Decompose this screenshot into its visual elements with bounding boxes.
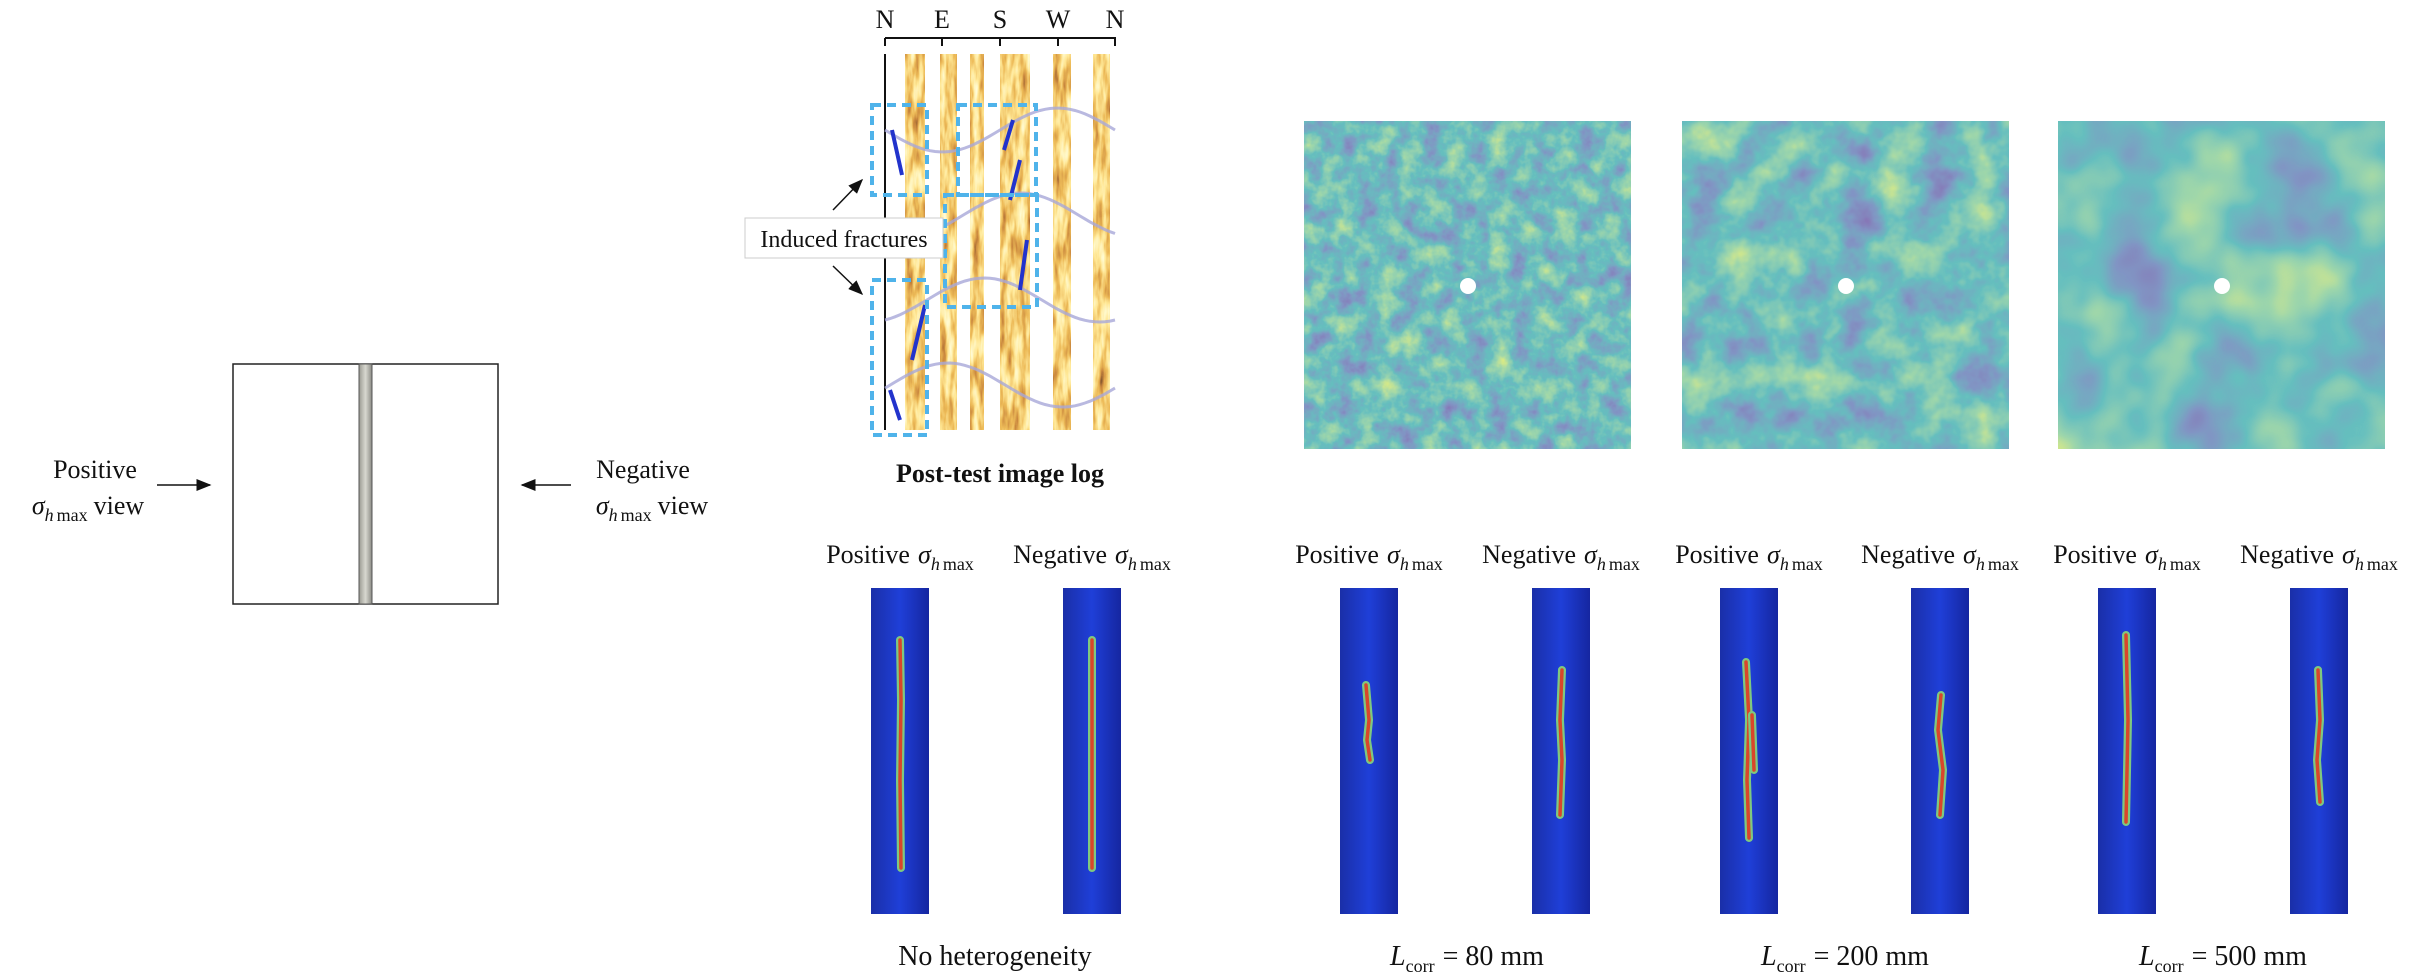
compass-label: W	[1046, 5, 1071, 34]
view-label: Positive	[53, 455, 137, 484]
heterogeneity-map	[2058, 121, 2385, 449]
heterogeneity-map	[1682, 121, 2009, 449]
figure: Positive σhmaxview Negative σhmaxview N E…	[0, 0, 2409, 972]
compass-label: E	[934, 5, 950, 34]
arrow	[833, 180, 862, 210]
panel-caption: Lcorr= 80 mm	[1389, 941, 1544, 972]
callout: Induced fractures	[760, 227, 927, 253]
compass-label: N	[1106, 5, 1125, 34]
panel-caption: Lcorr= 500 mm	[2138, 941, 2307, 972]
panel-caption: Lcorr= 200 mm	[1760, 941, 1929, 972]
borehole	[359, 364, 372, 604]
heterogeneity-map	[1304, 121, 1631, 449]
image-log-caption: Post-test image log	[896, 459, 1104, 488]
compass-label: N	[876, 5, 895, 34]
compass-label: S	[993, 5, 1007, 34]
view-label: Negative	[596, 455, 690, 484]
panel-caption: No heterogeneity	[898, 941, 1092, 972]
arrow	[833, 266, 862, 294]
